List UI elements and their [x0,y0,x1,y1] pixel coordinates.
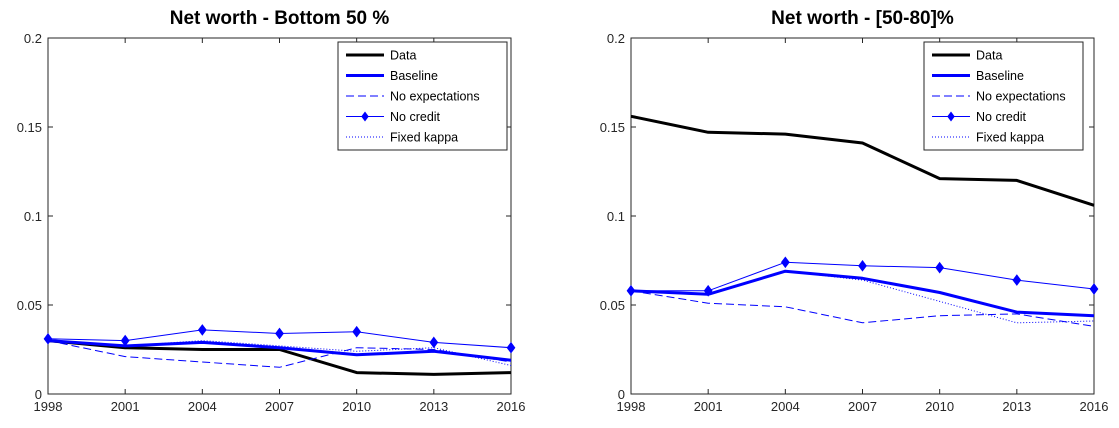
series-marker-no-credit [120,334,130,347]
series-line-no-expectations [630,290,1095,327]
y-tick-label: 0.2 [607,31,625,46]
series-marker-no-credit [780,256,790,269]
y-tick-label: 0.15 [600,120,625,135]
x-tick-label: 2010 [342,399,371,414]
x-tick-label: 2004 [771,399,800,414]
series-marker-no-credit [626,284,636,297]
legend-label: No expectations [390,90,480,104]
x-tick-label: 2013 [1002,399,1031,414]
legend-label: No expectations [976,90,1066,104]
y-tick-label: 0 [35,387,42,402]
legend-label: Fixed kappa [390,131,458,145]
series-marker-no-credit [352,325,362,338]
legend-label: Baseline [390,69,438,83]
legend-label: Fixed kappa [976,131,1044,145]
legend-label: Baseline [976,69,1024,83]
series-marker-no-credit [275,327,284,340]
chart-panel-2: Net worth - [50-80]% 0 0.05 0.1 0.15 0.2 1998 2… [600,8,1109,414]
y-tick-label: 0.2 [24,31,42,46]
series-marker-no-credit [858,260,867,272]
y-tick-label: 0.15 [17,120,42,135]
series-marker-no-credit [703,284,713,297]
y-tick-label: 0.05 [17,298,42,313]
x-tick-label: 1998 [34,399,63,414]
y-tick-label: 0 [618,387,625,402]
legend: Data Baseline No expectations No credit Fixe… [337,41,508,151]
y-tick-label: 0.1 [24,209,42,224]
legend-label: Data [390,49,416,63]
series-line-data [630,114,1095,207]
series-marker-no-credit [43,332,53,345]
x-tick-label: 2007 [848,399,877,414]
x-tick-label: 2016 [1080,399,1109,414]
chart-title: Net worth - [50-80]% [771,8,954,29]
series-marker-no-credit [197,324,207,336]
legend: Data Baseline No expectations No credit Fixe… [923,41,1084,151]
x-tick-label: 2016 [497,399,526,414]
series-marker-no-credit [506,341,516,354]
legend-label: No credit [976,110,1027,124]
series-marker-no-credit [935,261,945,274]
chart-title: Net worth - Bottom 50 % [170,8,390,29]
legend-label: Data [976,49,1002,63]
legend-label: No credit [390,110,441,124]
chart-panel-1: Net worth - Bottom 50 % 0 0.05 0.1 0.15 0.2 19… [17,8,526,414]
y-tick-label: 0.1 [607,209,625,224]
series-marker-no-credit [1089,283,1099,295]
series-marker-no-credit [429,336,439,349]
x-tick-label: 1998 [617,399,646,414]
legend-box [337,41,508,151]
legend-marker [947,111,955,122]
x-tick-label: 2013 [419,399,448,414]
x-tick-label: 2010 [925,399,954,414]
series-marker-no-credit [1012,274,1022,286]
series-line-data [47,339,512,376]
x-tick-label: 2001 [694,399,723,414]
series-line-no-expectations [47,340,512,368]
x-tick-label: 2007 [265,399,294,414]
y-tick-label: 0.05 [600,298,625,313]
x-tick-label: 2004 [188,399,217,414]
x-tick-label: 2001 [111,399,140,414]
legend-marker [361,111,369,122]
